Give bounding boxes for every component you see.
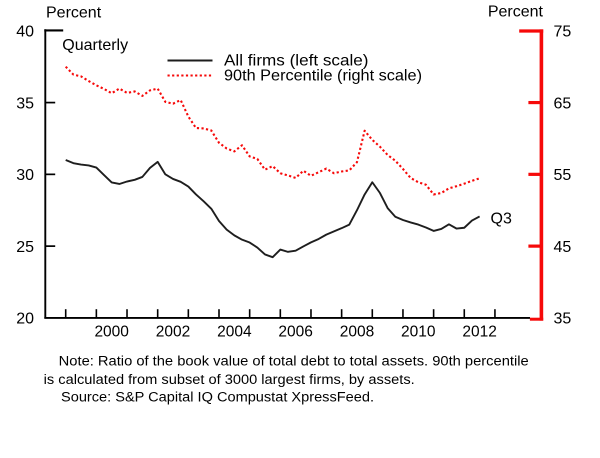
- svg-text:45: 45: [554, 239, 572, 256]
- svg-text:25: 25: [16, 239, 34, 256]
- svg-text:30: 30: [16, 167, 34, 184]
- svg-text:90th Percentile (right scale): 90th Percentile (right scale): [224, 67, 422, 84]
- svg-text:35: 35: [554, 311, 572, 328]
- svg-text:All firms (left scale): All firms (left scale): [224, 52, 369, 69]
- svg-text:2000: 2000: [94, 324, 129, 341]
- svg-text:Source: S&P Capital IQ Compust: Source: S&P Capital IQ Compustat XpressF…: [61, 390, 374, 405]
- svg-text:2012: 2012: [462, 324, 496, 341]
- svg-text:2002: 2002: [156, 324, 190, 341]
- svg-text:2006: 2006: [278, 324, 312, 341]
- svg-text:Q3: Q3: [491, 211, 512, 228]
- svg-text:2010: 2010: [401, 324, 436, 341]
- svg-text:20: 20: [16, 311, 34, 328]
- svg-text:2004: 2004: [217, 324, 252, 341]
- svg-text:Quarterly: Quarterly: [62, 37, 128, 54]
- svg-text:Percent: Percent: [488, 4, 544, 21]
- svg-text:65: 65: [554, 95, 572, 112]
- svg-text:Percent: Percent: [46, 5, 102, 22]
- svg-text:75: 75: [554, 24, 572, 41]
- svg-text:2008: 2008: [340, 324, 374, 341]
- svg-text:is calculated from subset of 3: is calculated from subset of 3000 larges…: [44, 372, 415, 387]
- svg-text:55: 55: [554, 167, 572, 184]
- svg-text:Note: Ratio of the book value: Note: Ratio of the book value of total d…: [59, 353, 529, 368]
- svg-text:35: 35: [16, 95, 34, 112]
- svg-text:40: 40: [16, 24, 34, 41]
